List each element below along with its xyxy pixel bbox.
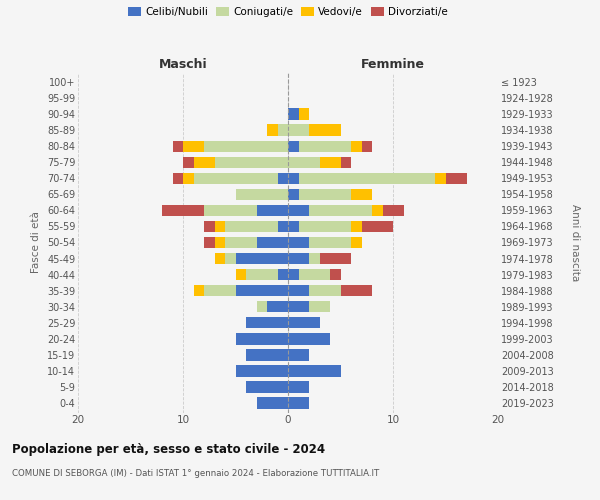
Bar <box>193 156 215 168</box>
Bar <box>351 236 361 248</box>
Bar <box>341 156 351 168</box>
Bar <box>215 156 288 168</box>
Bar <box>341 285 372 296</box>
Bar <box>277 172 288 184</box>
Bar <box>288 124 309 136</box>
Bar <box>235 333 288 344</box>
Bar <box>215 253 225 264</box>
Bar <box>445 172 467 184</box>
Bar <box>288 349 309 360</box>
Bar <box>309 204 372 216</box>
Bar <box>361 140 372 152</box>
Bar <box>309 285 341 296</box>
Bar <box>183 156 193 168</box>
Bar <box>183 140 204 152</box>
Bar <box>288 285 309 296</box>
Bar <box>215 236 225 248</box>
Bar <box>277 269 288 280</box>
Bar <box>288 253 309 264</box>
Bar <box>204 236 215 248</box>
Bar <box>299 269 330 280</box>
Bar <box>225 220 277 232</box>
Bar <box>288 301 309 312</box>
Bar <box>267 301 288 312</box>
Bar <box>309 301 330 312</box>
Bar <box>246 317 288 328</box>
Y-axis label: Fasce di età: Fasce di età <box>31 212 41 274</box>
Bar <box>215 220 225 232</box>
Bar <box>288 172 299 184</box>
Bar <box>288 365 341 376</box>
Bar <box>235 285 288 296</box>
Bar <box>235 365 288 376</box>
Bar <box>246 381 288 392</box>
Bar <box>330 269 341 280</box>
Text: Popolazione per età, sesso e stato civile - 2024: Popolazione per età, sesso e stato civil… <box>12 442 325 456</box>
Bar <box>288 269 299 280</box>
Bar <box>204 220 215 232</box>
Bar <box>299 140 351 152</box>
Legend: Celibi/Nubili, Coniugati/e, Vedovi/e, Divorziati/e: Celibi/Nubili, Coniugati/e, Vedovi/e, Di… <box>127 5 449 20</box>
Bar <box>299 108 309 120</box>
Bar <box>351 188 372 200</box>
Bar <box>372 204 383 216</box>
Bar <box>267 124 277 136</box>
Bar <box>309 236 351 248</box>
Bar <box>288 397 309 408</box>
Bar <box>257 301 267 312</box>
Bar <box>183 172 193 184</box>
Bar <box>320 156 341 168</box>
Bar <box>288 204 309 216</box>
Bar <box>288 188 299 200</box>
Bar <box>235 269 246 280</box>
Bar <box>162 204 204 216</box>
Text: Femmine: Femmine <box>361 58 425 71</box>
Bar <box>257 236 288 248</box>
Bar <box>288 333 330 344</box>
Y-axis label: Anni di nascita: Anni di nascita <box>571 204 580 281</box>
Bar <box>361 220 393 232</box>
Bar <box>193 172 277 184</box>
Bar <box>288 236 309 248</box>
Text: Maschi: Maschi <box>158 58 208 71</box>
Bar <box>288 108 299 120</box>
Bar <box>204 204 257 216</box>
Bar <box>383 204 404 216</box>
Bar <box>309 124 341 136</box>
Bar <box>288 156 320 168</box>
Bar <box>277 124 288 136</box>
Bar <box>257 397 288 408</box>
Bar <box>246 269 277 280</box>
Bar <box>435 172 445 184</box>
Bar <box>225 236 257 248</box>
Bar <box>225 253 235 264</box>
Bar <box>277 220 288 232</box>
Bar <box>173 140 183 152</box>
Bar <box>299 220 351 232</box>
Bar <box>320 253 351 264</box>
Bar <box>235 188 288 200</box>
Bar <box>193 285 204 296</box>
Text: COMUNE DI SEBORGA (IM) - Dati ISTAT 1° gennaio 2024 - Elaborazione TUTTITALIA.IT: COMUNE DI SEBORGA (IM) - Dati ISTAT 1° g… <box>12 469 379 478</box>
Bar <box>288 140 299 152</box>
Bar <box>246 349 288 360</box>
Bar <box>351 220 361 232</box>
Bar <box>299 188 351 200</box>
Bar <box>288 220 299 232</box>
Bar <box>309 253 320 264</box>
Bar <box>288 317 320 328</box>
Bar <box>204 140 288 152</box>
Bar <box>204 285 235 296</box>
Bar <box>351 140 361 152</box>
Bar <box>173 172 183 184</box>
Bar <box>235 253 288 264</box>
Bar <box>257 204 288 216</box>
Bar <box>288 381 309 392</box>
Bar <box>299 172 435 184</box>
